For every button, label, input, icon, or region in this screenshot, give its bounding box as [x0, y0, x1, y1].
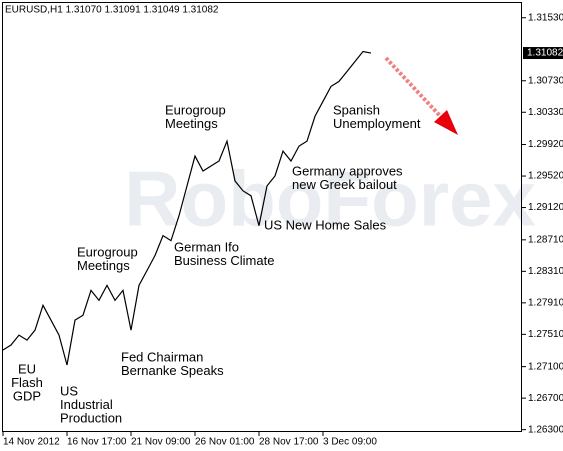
y-tick-label: 1.29920: [528, 139, 563, 150]
price-label-box: [523, 47, 563, 60]
watermark: RoboForex: [124, 155, 536, 243]
annotation: Production: [60, 410, 122, 425]
x-tick-label: 14 Nov 2012: [3, 437, 60, 448]
y-tick-label: 1.26300: [528, 424, 563, 435]
x-tick-label: 26 Nov 01:00: [195, 437, 255, 448]
plot-frame: [2, 2, 522, 432]
y-tick-label: 1.29520: [528, 171, 563, 182]
y-tick-label: 1.27510: [528, 329, 563, 340]
annotation: EU: [18, 361, 36, 376]
annotation: new Greek bailout: [292, 177, 397, 192]
x-tick-label: 28 Nov 17:00: [259, 437, 319, 448]
x-tick-label: 21 Nov 09:00: [131, 437, 191, 448]
chart-title: EURUSD,H1 1.31070 1.31091 1.31049 1.3108…: [5, 5, 219, 16]
annotation: US: [60, 383, 78, 398]
y-tick-label: 1.26700: [528, 393, 563, 404]
annotation: Unemployment: [333, 116, 421, 131]
y-tick-label: 1.31530: [528, 12, 563, 23]
annotation: US New Home Sales: [264, 217, 387, 232]
annotation: German Ifo: [174, 239, 239, 254]
x-tick-label: 3 Dec 09:00: [323, 437, 377, 448]
annotation: Business Climate: [174, 253, 274, 268]
annotation: Spanish: [333, 102, 380, 117]
y-tick-label: 1.27100: [528, 361, 563, 372]
annotation: GDP: [13, 388, 41, 403]
y-tick-label: 1.28310: [528, 266, 563, 277]
y-tick-label: 1.30730: [528, 75, 563, 86]
y-tick-label: 1.27910: [528, 297, 563, 308]
annotation: Meetings: [165, 116, 218, 131]
y-tick-label: 1.29120: [528, 202, 563, 213]
forecast-arrow: [384, 56, 458, 135]
x-tick-label: 16 Nov 17:00: [67, 437, 127, 448]
annotation: Fed Chairman: [121, 349, 203, 364]
annotation: Bernanke Speaks: [121, 363, 224, 378]
price-line: [2, 50, 372, 366]
annotation: Flash: [11, 375, 43, 390]
annotation: Eurogroup: [77, 244, 138, 259]
y-tick-label: 1.28710: [528, 234, 563, 245]
annotation: Eurogroup: [165, 102, 226, 117]
annotation: Industrial: [60, 397, 113, 412]
price-label: 1.31082: [527, 48, 563, 59]
annotation: Germany approves: [292, 163, 403, 178]
annotation: Meetings: [77, 258, 130, 273]
y-tick-label: 1.30330: [528, 107, 563, 118]
